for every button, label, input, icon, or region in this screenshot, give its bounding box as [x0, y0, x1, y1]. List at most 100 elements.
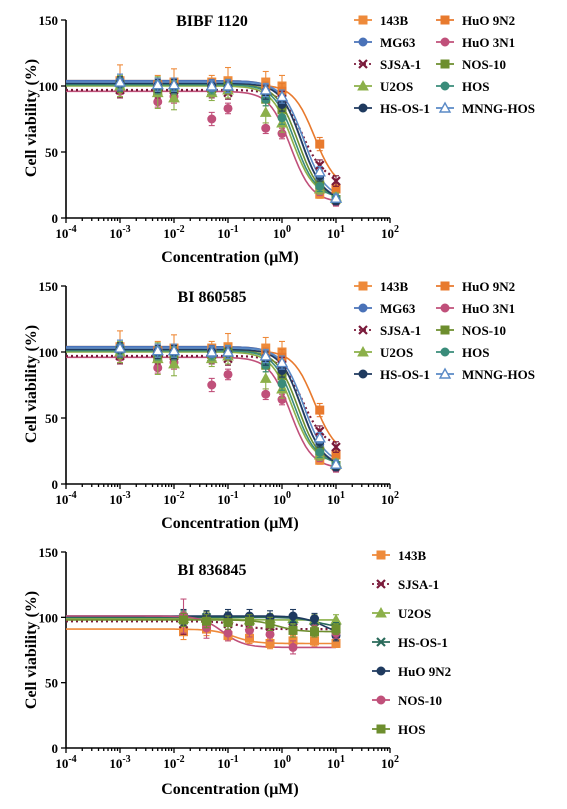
data-point — [151, 344, 164, 356]
legend-label: SJSA-1 — [398, 577, 439, 592]
legend-label: NOS-10 — [462, 323, 506, 338]
data-point — [315, 447, 325, 457]
x-tick-label: 101 — [327, 224, 345, 241]
x-tick-label: 102 — [381, 490, 399, 507]
legend-marker — [358, 103, 368, 113]
legend-label: MG63 — [380, 35, 416, 50]
y-tick-label: 0 — [52, 477, 59, 492]
x-tick-label: 10-1 — [217, 490, 238, 507]
legend-marker — [358, 303, 368, 313]
legend-item: U2OS — [372, 606, 431, 621]
series-curve — [66, 81, 337, 194]
x-tick-label: 10-2 — [163, 490, 184, 507]
data-point — [275, 90, 289, 102]
x-tick-label: 10-1 — [217, 754, 238, 771]
legend-item: HuO 9N2 — [436, 13, 515, 28]
legend-label: HOS — [462, 345, 489, 360]
data-point — [313, 431, 326, 443]
legend-item: SJSA-1 — [354, 57, 421, 72]
data-point — [244, 616, 254, 626]
data-point — [310, 636, 320, 646]
legend-label: 143B — [380, 13, 409, 28]
series-curve — [66, 348, 337, 463]
legend-marker — [376, 695, 386, 705]
data-point — [314, 160, 325, 170]
legend-label: SJSA-1 — [380, 57, 421, 72]
chart-title: BIBF 1120 — [176, 13, 248, 30]
data-point — [221, 79, 235, 91]
data-point — [259, 83, 272, 95]
x-axis-title: Concentration (μM) — [161, 515, 298, 532]
legend-item: U2OS — [354, 79, 413, 94]
legend-item: MNNG-HOS — [436, 101, 535, 116]
legend-marker — [357, 79, 369, 91]
legend-item: HuO 9N2 — [372, 664, 451, 679]
legend-marker — [358, 325, 368, 335]
y-axis-title: Cell viability (%) — [23, 59, 40, 177]
data-point — [205, 79, 218, 91]
x-tick-label: 10-1 — [217, 224, 238, 241]
legend-label: MG63 — [380, 301, 416, 316]
data-point — [168, 357, 180, 369]
y-tick-label: 150 — [39, 279, 59, 294]
x-tick-label: 102 — [381, 754, 399, 771]
data-point — [277, 379, 287, 389]
legend-label: HS-OS-1 — [380, 367, 430, 382]
legend-marker — [440, 325, 450, 335]
legend-label: MNNG-HOS — [462, 367, 535, 382]
data-point — [259, 349, 272, 361]
data-point — [223, 618, 233, 628]
legend-item: SJSA-1 — [372, 577, 439, 592]
data-point — [288, 642, 298, 652]
data-point — [207, 380, 217, 390]
x-tick-label: 10-3 — [109, 490, 130, 507]
y-tick-label: 150 — [39, 545, 59, 560]
legend-marker — [375, 606, 387, 618]
y-tick-label: 50 — [45, 676, 58, 691]
legend-marker — [358, 37, 368, 47]
legend-label: HOS — [462, 79, 489, 94]
legend-marker — [440, 81, 450, 91]
legend-marker — [376, 724, 386, 734]
data-point — [261, 389, 271, 399]
data-point — [277, 113, 287, 123]
chart-panel-2: BI 860585 Cell viability (%) Concentrati… — [23, 279, 535, 532]
legend-item: NOS-10 — [436, 57, 506, 72]
legend-marker — [440, 59, 450, 69]
series-curve — [66, 79, 337, 197]
series-curve — [66, 83, 337, 178]
data-point — [151, 78, 164, 90]
legend-label: NOS-10 — [398, 693, 442, 708]
legend-marker — [440, 15, 450, 25]
x-tick-label: 101 — [327, 754, 345, 771]
data-point — [167, 344, 181, 356]
legend-label: NOS-10 — [462, 57, 506, 72]
chart-panel-1: BIBF 1120 Cell viability (%) Concentrati… — [23, 13, 535, 266]
data-point — [168, 91, 180, 103]
data-point — [167, 78, 181, 90]
x-tick-label: 10-4 — [55, 490, 76, 507]
legend-item: HS-OS-1 — [354, 367, 430, 382]
legend-item: NOS-10 — [372, 693, 442, 708]
series-curve — [66, 349, 337, 444]
legend-label: HuO 9N2 — [398, 664, 451, 679]
data-point — [315, 405, 325, 415]
data-point — [259, 106, 272, 117]
legend-marker — [440, 281, 450, 291]
x-tick-label: 10-4 — [55, 224, 76, 241]
x-tick-label: 10-3 — [109, 754, 130, 771]
data-point — [310, 627, 320, 637]
data-point — [331, 442, 341, 452]
x-tick-label: 101 — [327, 490, 345, 507]
series-curve — [66, 83, 337, 197]
series-curve — [66, 79, 337, 197]
legend-item: HuO 3N1 — [436, 301, 515, 316]
legend-item: MNNG-HOS — [436, 367, 535, 382]
legend-item: U2OS — [354, 345, 413, 360]
data-point — [207, 114, 217, 124]
series-curve — [66, 90, 337, 202]
legend-label: U2OS — [380, 345, 413, 360]
x-tick-label: 10-3 — [109, 224, 130, 241]
legend-item: MG63 — [354, 35, 416, 50]
series-curve — [66, 354, 337, 445]
